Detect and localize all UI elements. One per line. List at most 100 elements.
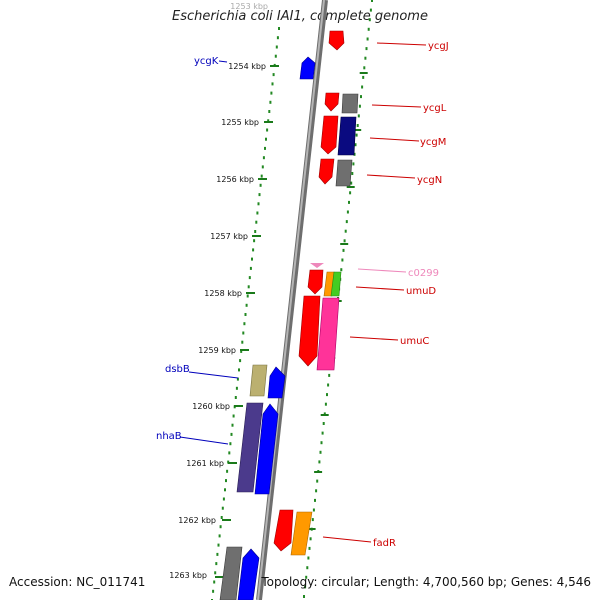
gene-label-ycgJ[interactable]: ycgJ <box>428 41 449 52</box>
guide-dot <box>350 181 353 185</box>
guide-dot <box>257 202 260 206</box>
guide-tick <box>340 243 349 245</box>
guide-tick <box>314 471 323 473</box>
ruler-label: 1258 kbp <box>204 289 242 298</box>
gene-features <box>219 30 359 600</box>
gene-fadR-partner[interactable] <box>273 509 294 552</box>
guide-dot <box>220 516 223 519</box>
guide-dot <box>357 114 360 118</box>
gene-c0299[interactable] <box>310 263 324 268</box>
gene-fadR[interactable] <box>290 511 313 556</box>
track-guide-dots <box>211 0 373 600</box>
gene-label-dsbB[interactable]: dsbB <box>165 364 190 375</box>
gene-ycgM-partner[interactable] <box>337 116 357 156</box>
guide-dot <box>245 303 248 307</box>
guide-dot <box>315 489 318 493</box>
guide-dot <box>361 85 364 89</box>
gene-ycgJ[interactable] <box>328 30 345 51</box>
gene-label-nhaB[interactable]: nhaB <box>156 431 182 442</box>
gene-label-c0299[interactable]: c0299 <box>408 268 439 279</box>
ruler-tick-1263: 1263 kbp <box>169 571 224 580</box>
guide-dot <box>242 331 245 335</box>
ruler-label: 1260 kbp <box>192 402 230 411</box>
gene-ycgK[interactable] <box>299 56 316 80</box>
gene-ycgL[interactable] <box>324 92 340 112</box>
guide-dot <box>371 0 373 2</box>
guide-dot <box>212 589 215 593</box>
guide-dot <box>348 200 350 204</box>
gene-label-fadR[interactable]: fadR <box>373 538 396 549</box>
guide-dot <box>244 313 247 316</box>
map-title: Escherichia coli IAI1, complete genome <box>172 9 428 24</box>
gene-label-ycgM[interactable]: ycgM <box>420 137 446 148</box>
guide-dot <box>247 285 250 289</box>
right-labels: ycgJ ycgL ycgM ycgN c0299 umuD umuC fadR <box>322 41 449 549</box>
guide-dot <box>262 156 265 160</box>
guide-dot <box>363 66 366 70</box>
guide-dot <box>344 229 347 233</box>
gene-ycgM[interactable] <box>320 115 339 155</box>
gene-dsbB[interactable] <box>267 366 286 399</box>
guide-dot <box>238 368 240 372</box>
guide-dot <box>256 211 259 215</box>
guide-tick <box>320 414 329 416</box>
guide-dot <box>230 432 233 436</box>
guide-dot <box>320 441 323 445</box>
gene-dsbB-partner[interactable] <box>249 364 268 397</box>
guide-dot <box>225 479 227 483</box>
guide-dot <box>234 396 237 399</box>
guide-dot <box>217 543 220 547</box>
guide-dot <box>311 518 314 522</box>
ruler-tick-1262: 1262 kbp <box>178 516 231 525</box>
gene-label-umuC[interactable]: umuC <box>400 336 429 347</box>
guide-dot <box>239 359 242 363</box>
ruler-tick-1257: 1257 kbp <box>210 232 261 241</box>
ruler-label: 1254 kbp <box>228 62 266 71</box>
ruler-label: 1256 kbp <box>216 175 254 184</box>
guide-dot <box>214 571 217 575</box>
gene-label-ycgN[interactable]: ycgN <box>417 175 442 186</box>
guide-dot <box>226 469 229 473</box>
guide-dot <box>215 562 218 566</box>
gene-umuC-pink[interactable] <box>316 297 340 371</box>
gene-nhaB[interactable] <box>254 403 279 495</box>
ruler-label-top: 1253 kbp <box>230 2 268 11</box>
gene-umuD[interactable] <box>307 269 324 295</box>
guide-dot <box>266 128 269 132</box>
guide-dot <box>249 266 252 270</box>
gene-nhaB-partner[interactable] <box>236 402 264 493</box>
guide-dot <box>355 133 358 137</box>
gene-label-umuD[interactable]: umuD <box>406 286 436 297</box>
gene-umuD-green[interactable] <box>330 271 342 297</box>
ruler-tick-1255: 1255 kbp <box>221 118 273 127</box>
gene-ycgN[interactable] <box>318 158 335 185</box>
gene-label-ycgK[interactable]: ycgK <box>194 56 219 67</box>
guide-dot <box>328 373 331 377</box>
guide-dot <box>352 162 355 166</box>
guide-dot <box>364 56 367 60</box>
gene-umuC[interactable] <box>298 295 321 367</box>
guide-dot <box>367 27 370 31</box>
ruler-tick-1261: 1261 kbp <box>186 459 237 468</box>
gene-label-ycgL[interactable]: ycgL <box>423 103 447 114</box>
gene-ycgL-partner[interactable] <box>341 93 359 114</box>
accession-text: Accession: NC_011741 <box>9 575 146 589</box>
ruler-tick-1254: 1254 kbp <box>228 62 279 71</box>
guide-dot <box>360 95 362 99</box>
guide-dot <box>306 566 309 570</box>
guide-dot <box>243 322 246 326</box>
ruler-label: 1257 kbp <box>210 232 248 241</box>
guide-dot <box>255 220 258 224</box>
guide-dot <box>275 45 278 49</box>
guide-dot <box>342 248 345 252</box>
gene-ycgN-partner[interactable] <box>335 159 353 187</box>
gene-bottom-gray[interactable] <box>219 546 243 600</box>
guide-dot <box>216 552 219 556</box>
guide-dot <box>304 585 307 589</box>
gene-bottom-blue[interactable] <box>237 548 260 600</box>
guide-tick <box>307 528 316 530</box>
guide-dot <box>213 580 216 584</box>
guide-dot <box>267 119 270 123</box>
guide-dot <box>356 124 359 127</box>
